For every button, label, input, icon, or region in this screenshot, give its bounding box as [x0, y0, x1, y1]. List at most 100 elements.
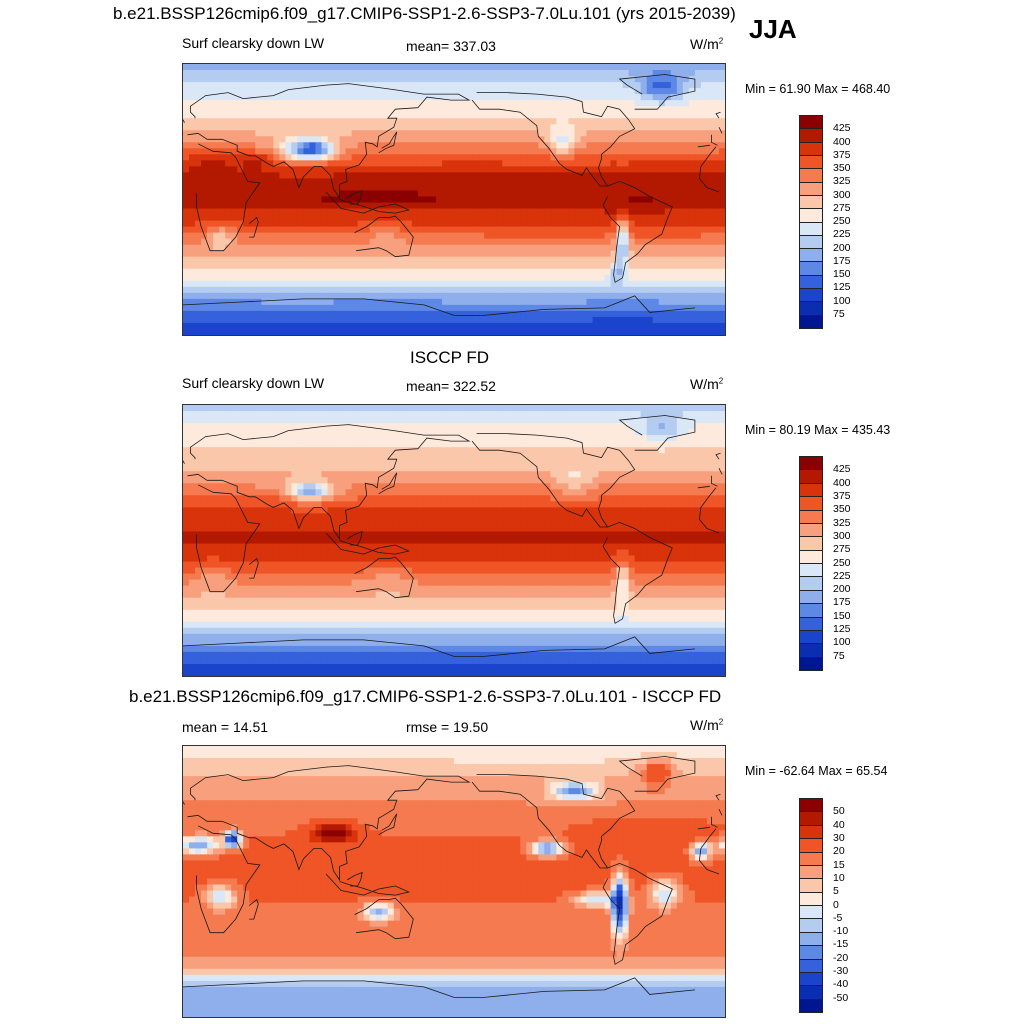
field-cell [303, 262, 311, 270]
field-cell [550, 142, 557, 149]
field-cell [568, 136, 576, 143]
field-cell [592, 232, 600, 240]
field-cell [345, 178, 353, 186]
field-cell [357, 118, 365, 125]
field-cell [291, 130, 299, 137]
field-cell [454, 130, 461, 137]
field-cell [652, 130, 660, 137]
field-cell [586, 447, 594, 454]
field-cell [189, 64, 196, 71]
field-cell [339, 226, 347, 234]
field-cell [574, 226, 582, 234]
field-cell [399, 118, 407, 125]
field-cell [472, 166, 479, 173]
field-cell [213, 441, 220, 448]
field-cell [369, 447, 377, 454]
field-cell [574, 298, 582, 306]
field-cell [466, 178, 473, 186]
panel-2-title: ISCCP FD [410, 348, 490, 367]
field-cell [381, 64, 389, 71]
field-cell [700, 142, 708, 149]
field-cell [658, 417, 666, 424]
field-cell [429, 118, 437, 125]
field-cell [508, 202, 515, 210]
field-cell [411, 154, 419, 161]
field-cell [237, 112, 244, 119]
field-cell [586, 322, 594, 330]
field-cell [267, 417, 274, 424]
field-cell [267, 256, 274, 264]
field-cell [652, 310, 660, 318]
field-cell [622, 112, 630, 119]
field-cell [195, 112, 202, 119]
field-cell [441, 82, 449, 89]
field-cell [478, 178, 485, 186]
field-cell [369, 298, 377, 306]
field-cell [574, 250, 582, 258]
field-cell [315, 423, 323, 430]
field-cell [441, 106, 449, 113]
field-cell [369, 94, 377, 101]
field-cell [580, 423, 588, 430]
field-cell [357, 435, 365, 442]
field-cell [604, 220, 612, 228]
field-cell [351, 447, 359, 454]
field-cell [243, 220, 250, 228]
field-cell [267, 142, 274, 149]
field-cell [309, 286, 317, 294]
field-cell [550, 118, 557, 125]
field-cell [580, 286, 588, 294]
field-cell [387, 118, 395, 125]
field-cell [592, 88, 600, 95]
field-cell [568, 304, 576, 312]
field-cell [261, 244, 268, 252]
field-cell [550, 220, 557, 228]
field-cell [574, 100, 582, 107]
field-cell [219, 298, 226, 306]
field-cell [640, 286, 648, 294]
field-cell [267, 136, 274, 143]
field-cell [327, 184, 335, 192]
field-cell [285, 447, 292, 454]
field-cell [562, 429, 570, 436]
field-cell [580, 405, 588, 412]
field-cell [375, 274, 383, 282]
field-cell [225, 124, 232, 131]
field-cell [514, 106, 521, 113]
field-cell [417, 232, 425, 240]
field-cell [484, 178, 491, 186]
field-cell [285, 70, 292, 77]
field-cell [441, 316, 449, 324]
field-cell [652, 220, 660, 228]
field-cell [447, 459, 455, 466]
field-cell [598, 76, 606, 83]
field-cell [327, 304, 335, 312]
field-cell [598, 184, 606, 192]
field-cell [610, 214, 618, 222]
field-cell [219, 304, 226, 312]
field-cell [472, 328, 479, 335]
field-cell [201, 76, 208, 83]
field-cell [291, 405, 299, 412]
field-cell [562, 88, 570, 95]
field-cell [700, 88, 708, 95]
field-cell [399, 100, 407, 107]
field-cell [700, 286, 708, 294]
field-cell [285, 441, 292, 448]
field-cell [387, 64, 395, 71]
field-cell [610, 310, 618, 318]
field-cell [664, 292, 672, 300]
field-cell [490, 405, 497, 412]
field-cell [195, 453, 202, 460]
field-cell [646, 112, 654, 119]
field-cell [658, 214, 666, 222]
field-cell [249, 76, 256, 83]
field-cell [309, 417, 317, 424]
field-cell [592, 106, 600, 113]
field-cell [616, 148, 624, 155]
field-cell [447, 118, 455, 125]
field-cell [447, 274, 455, 282]
field-cell [538, 423, 545, 430]
field-cell [351, 64, 359, 71]
field-cell [369, 202, 377, 210]
